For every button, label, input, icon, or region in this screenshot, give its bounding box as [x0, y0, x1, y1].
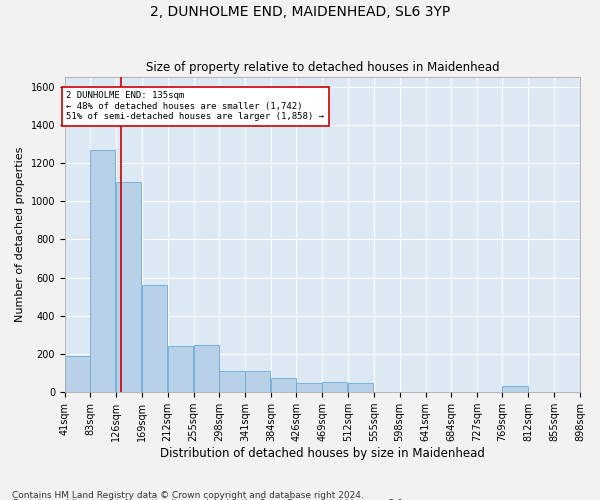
Y-axis label: Number of detached properties: Number of detached properties — [15, 147, 25, 322]
Bar — [116, 182, 141, 392]
X-axis label: Distribution of detached houses by size in Maidenhead: Distribution of detached houses by size … — [160, 447, 485, 460]
Text: 2, DUNHOLME END, MAIDENHEAD, SL6 3YP: 2, DUNHOLME END, MAIDENHEAD, SL6 3YP — [150, 5, 450, 19]
Bar — [322, 382, 347, 392]
Title: Size of property relative to detached houses in Maidenhead: Size of property relative to detached ho… — [146, 62, 499, 74]
Bar — [220, 371, 245, 392]
Bar — [348, 382, 373, 392]
Text: Contains HM Land Registry data © Crown copyright and database right 2024.: Contains HM Land Registry data © Crown c… — [12, 490, 364, 500]
Bar — [90, 150, 115, 392]
Bar — [142, 286, 167, 392]
Bar — [65, 356, 90, 392]
Bar — [194, 346, 219, 392]
Bar — [296, 382, 322, 392]
Text: 2 DUNHOLME END: 135sqm
← 48% of detached houses are smaller (1,742)
51% of semi-: 2 DUNHOLME END: 135sqm ← 48% of detached… — [66, 91, 324, 121]
Bar — [245, 371, 271, 392]
Text: Contains public sector information licensed under the Open Government Licence v3: Contains public sector information licen… — [12, 499, 406, 500]
Bar — [167, 346, 193, 392]
Bar — [271, 378, 296, 392]
Bar — [502, 386, 528, 392]
